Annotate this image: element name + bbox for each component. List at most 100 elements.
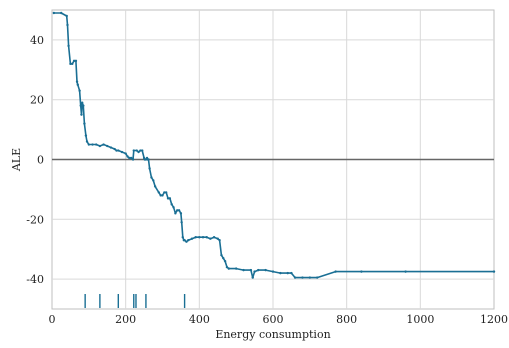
ale-data-point <box>126 155 129 158</box>
x-tick-label: 400 <box>189 313 210 326</box>
x-axis: 0 200 400 600 800 1000 1200 <box>49 313 509 326</box>
ale-data-point <box>251 276 254 279</box>
x-tick-label: 1200 <box>480 313 508 326</box>
ale-data-point <box>201 236 205 239</box>
ale-data-point <box>76 83 79 86</box>
ale-data-point <box>227 267 230 270</box>
ale-data-point <box>66 23 69 27</box>
ale-data-point <box>190 237 194 240</box>
ale-data-point <box>102 143 105 146</box>
ale-data-point <box>98 144 102 148</box>
ale-data-point <box>83 122 86 125</box>
ale-data-point <box>60 11 63 15</box>
ale-data-point <box>109 146 113 149</box>
ale-data-point <box>85 140 89 143</box>
ale-data-point <box>71 62 74 66</box>
y-tick-label: -20 <box>26 213 44 226</box>
ale-data-point <box>170 203 173 206</box>
ale-data-point <box>152 179 155 182</box>
ale-data-point <box>179 212 183 215</box>
ale-data-point <box>286 271 289 275</box>
y-tick-label: 0 <box>37 154 44 167</box>
ale-data-point <box>176 209 179 212</box>
ale-data-point <box>279 271 282 275</box>
ale-data-point <box>257 268 260 272</box>
ale-data-point <box>212 236 216 239</box>
ale-data-point <box>181 236 184 239</box>
ale-data-point <box>135 149 138 152</box>
ale-data-point <box>137 150 140 154</box>
ale-data-point <box>234 267 238 270</box>
ale-data-point <box>225 265 229 269</box>
ale-data-point <box>177 209 181 212</box>
ale-data-point <box>128 156 131 160</box>
ale-data-point <box>153 185 157 188</box>
ale-data-point <box>216 237 219 240</box>
ale-data-point <box>185 240 188 243</box>
ale-data-point <box>81 101 84 104</box>
ale-data-point <box>148 167 151 170</box>
ale-data-point <box>198 236 201 239</box>
y-tick-label: 20 <box>30 94 44 107</box>
ale-data-point <box>79 104 82 107</box>
ale-data-point <box>91 143 94 146</box>
y-tick-label: -40 <box>26 273 44 286</box>
ale-data-point <box>75 80 79 83</box>
x-tick-label: 0 <box>49 313 56 326</box>
ale-data-point <box>308 276 312 279</box>
ale-data-point <box>222 256 225 260</box>
ale-data-point <box>183 239 186 242</box>
plot-area <box>51 9 496 310</box>
ale-data-point <box>129 156 133 160</box>
x-axis-label: Energy consumption <box>215 328 330 341</box>
ale-data-point <box>95 143 98 146</box>
ale-data-point <box>164 191 168 194</box>
ale-data-point <box>67 44 70 48</box>
ale-data-point <box>301 276 304 279</box>
ale-data-point <box>166 197 170 200</box>
ale-data-point <box>168 197 172 200</box>
ale-data-point <box>161 194 164 197</box>
ale-data-point <box>194 236 197 239</box>
ale-data-point <box>163 191 166 194</box>
ale-data-point <box>159 194 162 197</box>
ale-data-point <box>174 212 177 215</box>
ale-data-point <box>72 59 76 63</box>
ale-data-point <box>124 152 127 155</box>
ale-data-point <box>205 236 208 239</box>
x-tick-label: 800 <box>336 313 357 326</box>
ale-data-point <box>360 270 363 273</box>
ale-data-point <box>187 239 190 242</box>
ale-series-line <box>53 12 494 279</box>
y-tick-label: 40 <box>30 34 44 47</box>
ale-data-point <box>82 104 85 107</box>
ale-data-point <box>106 144 109 148</box>
x-tick-label: 1000 <box>406 313 434 326</box>
ale-data-point <box>52 11 56 15</box>
ale-data-point <box>223 259 227 263</box>
ale-data-point <box>80 113 83 116</box>
ale-data-point <box>180 221 183 224</box>
ale-data-point <box>220 253 223 257</box>
y-axis-label: ALE <box>10 148 23 172</box>
x-tick-label: 200 <box>115 313 136 326</box>
ale-data-point <box>150 176 153 179</box>
ale-data-point <box>65 14 68 18</box>
ale-data-point <box>242 268 245 272</box>
ale-data-point <box>290 271 293 275</box>
ale-data-point <box>271 270 275 273</box>
ale-data-point <box>209 237 212 240</box>
ale-data-point <box>78 89 81 92</box>
ale-data-point <box>264 268 267 272</box>
ale-data-point <box>157 191 161 194</box>
y-axis: -40 -20 0 20 40 <box>26 34 44 286</box>
ale-data-point <box>74 59 78 63</box>
ale-data-point <box>293 276 297 279</box>
ale-data-point <box>404 270 407 273</box>
ale-data-point <box>139 149 142 152</box>
ale-data-point <box>117 149 120 152</box>
ale-data-point <box>141 149 144 152</box>
ale-data-point <box>249 268 253 272</box>
ale-data-point <box>84 134 88 137</box>
